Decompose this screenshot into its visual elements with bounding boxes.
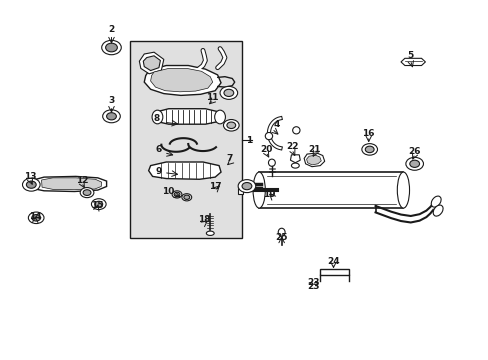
Bar: [320, 269, 348, 275]
Text: 17: 17: [208, 182, 221, 191]
Ellipse shape: [409, 160, 419, 167]
Ellipse shape: [430, 196, 440, 207]
Ellipse shape: [223, 120, 239, 131]
Text: 2: 2: [108, 25, 114, 34]
Ellipse shape: [224, 89, 233, 96]
Text: 26: 26: [407, 147, 420, 156]
Ellipse shape: [91, 199, 106, 210]
Ellipse shape: [102, 40, 121, 55]
Ellipse shape: [32, 215, 41, 221]
Polygon shape: [144, 66, 221, 95]
Ellipse shape: [206, 231, 214, 235]
Ellipse shape: [174, 192, 180, 197]
Ellipse shape: [106, 113, 116, 120]
Ellipse shape: [152, 110, 163, 124]
Polygon shape: [33, 176, 106, 192]
Text: 9: 9: [155, 166, 162, 176]
Ellipse shape: [220, 86, 237, 99]
Ellipse shape: [22, 178, 40, 191]
Ellipse shape: [238, 180, 255, 193]
Ellipse shape: [365, 146, 373, 153]
Text: 5: 5: [407, 51, 413, 60]
Ellipse shape: [183, 195, 189, 199]
Text: 25: 25: [275, 233, 287, 242]
Text: 23: 23: [307, 282, 320, 291]
Ellipse shape: [405, 157, 423, 170]
Text: 3: 3: [108, 96, 114, 105]
Polygon shape: [306, 155, 321, 165]
Polygon shape: [155, 109, 220, 124]
Text: 13: 13: [24, 172, 37, 181]
Ellipse shape: [253, 172, 265, 208]
Ellipse shape: [226, 122, 235, 129]
Ellipse shape: [83, 190, 91, 195]
Bar: [259, 172, 403, 208]
Text: 15: 15: [90, 201, 103, 210]
Text: 18: 18: [198, 215, 210, 224]
Ellipse shape: [182, 194, 191, 201]
Ellipse shape: [214, 110, 225, 124]
Ellipse shape: [264, 132, 272, 140]
Ellipse shape: [292, 127, 299, 134]
Text: 6: 6: [156, 145, 162, 154]
Polygon shape: [400, 58, 425, 66]
Ellipse shape: [268, 159, 275, 166]
Bar: [129, 41, 242, 238]
Ellipse shape: [28, 212, 44, 224]
Text: 24: 24: [326, 256, 339, 266]
Polygon shape: [143, 56, 160, 71]
Polygon shape: [304, 153, 324, 167]
Ellipse shape: [242, 183, 251, 190]
Text: 21: 21: [308, 145, 321, 154]
Polygon shape: [148, 162, 221, 179]
Text: 7: 7: [226, 154, 233, 163]
Text: 20: 20: [260, 145, 272, 154]
Text: 14: 14: [29, 212, 41, 220]
Text: 16: 16: [362, 129, 374, 138]
Ellipse shape: [432, 205, 442, 216]
Text: 4: 4: [272, 120, 279, 129]
Ellipse shape: [396, 172, 409, 208]
Polygon shape: [139, 52, 163, 74]
Text: 11: 11: [206, 93, 219, 102]
Ellipse shape: [29, 178, 38, 190]
Text: 22: 22: [285, 143, 298, 152]
Text: 12: 12: [76, 176, 88, 185]
Ellipse shape: [80, 188, 94, 198]
Ellipse shape: [95, 201, 102, 207]
Ellipse shape: [278, 228, 285, 236]
Ellipse shape: [102, 110, 120, 123]
Text: 23: 23: [307, 278, 320, 287]
Ellipse shape: [172, 191, 182, 198]
Text: 1: 1: [246, 136, 252, 145]
Polygon shape: [290, 155, 300, 163]
Ellipse shape: [26, 181, 36, 188]
Text: 10: 10: [162, 187, 175, 196]
Ellipse shape: [105, 43, 117, 52]
Bar: [237, 188, 242, 194]
Polygon shape: [41, 178, 102, 190]
Ellipse shape: [361, 144, 377, 155]
Polygon shape: [150, 68, 212, 92]
Text: 8: 8: [153, 114, 159, 123]
Ellipse shape: [291, 163, 299, 168]
Text: 19: 19: [262, 190, 275, 199]
